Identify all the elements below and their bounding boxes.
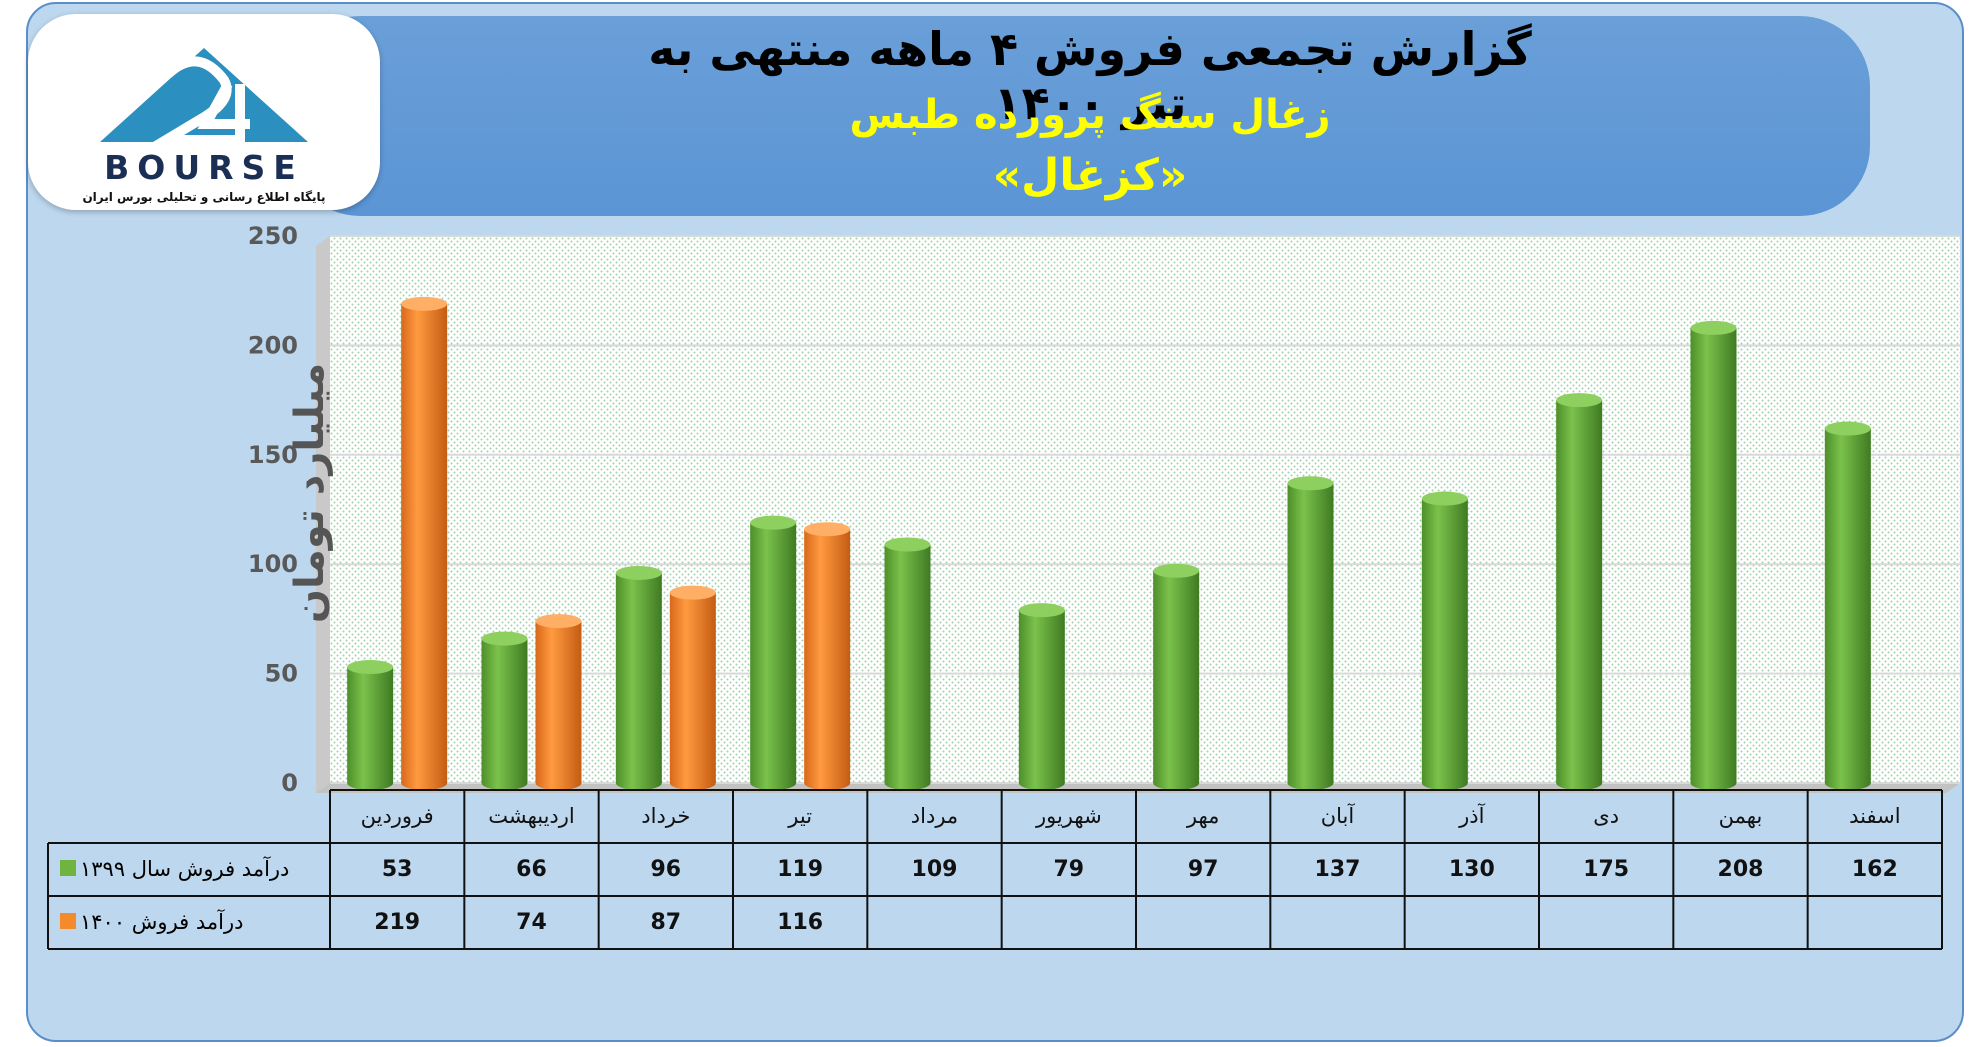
table-value	[1270, 896, 1404, 949]
bourse-logo: BOURSE پایگاه اطلاع رسانی و تحلیلی بورس …	[28, 14, 380, 210]
plot-area	[316, 236, 1960, 793]
bar	[347, 660, 394, 790]
x-tick-label: آذر	[1459, 804, 1485, 828]
x-tick-label: آبان	[1320, 804, 1355, 828]
bar	[1824, 421, 1871, 790]
table-value: 162	[1851, 857, 1898, 882]
y-axis-title: میلیارد تومان	[287, 362, 333, 624]
y-tick-labels: 0 50 100 150 200 250	[248, 222, 298, 797]
table-value	[1673, 896, 1807, 949]
table-value: 219	[374, 910, 421, 935]
table-value: 175	[1583, 857, 1630, 882]
ticker-symbol: «کزغال»	[992, 150, 1188, 201]
bar	[535, 614, 582, 790]
table-value	[1405, 896, 1539, 949]
bar	[615, 565, 662, 790]
table-value	[1808, 896, 1942, 949]
table-value: 96	[650, 857, 682, 882]
table-value	[867, 896, 1001, 949]
legend-swatch	[60, 913, 76, 929]
y-tick-label: 100	[248, 550, 298, 578]
bar	[1556, 393, 1603, 790]
legend-swatch	[60, 860, 76, 876]
x-tick-label: تیر	[788, 804, 813, 828]
logo-tagline: پایگاه اطلاع رسانی و تحلیلی بورس ایران	[82, 190, 326, 204]
y-tick-label: 150	[248, 441, 298, 469]
x-tick-label: بهمن	[1718, 804, 1763, 828]
legend-label: درآمد فروش سال ۱۳۹۹	[80, 857, 290, 881]
x-tick-label: خرداد	[641, 804, 691, 828]
table-value: 79	[1053, 857, 1085, 882]
bar	[1018, 603, 1065, 790]
y-tick-label: 50	[265, 660, 298, 688]
table-value: 74	[516, 910, 547, 935]
gridlines	[330, 235, 1960, 784]
table-value: 119	[777, 857, 824, 882]
plot-side-wall	[316, 236, 330, 793]
x-tick-label: مهر	[1186, 804, 1220, 828]
y-tick-label: 250	[248, 222, 298, 250]
company-name: زغال سنگ پرورده طبس	[849, 92, 1331, 138]
table-value	[1002, 896, 1136, 949]
bar	[750, 515, 797, 790]
logo-wordmark: BOURSE	[104, 148, 304, 187]
bar	[1153, 563, 1200, 790]
y-tick-label: 0	[281, 769, 298, 797]
y-tick-label: 200	[248, 331, 298, 359]
table-value	[1136, 896, 1270, 949]
bar	[884, 537, 931, 790]
table-value: 109	[911, 857, 958, 882]
x-tick-label: اردیبهشت	[488, 804, 575, 828]
table-value: 53	[381, 857, 413, 882]
x-tick-label: فروردین	[360, 804, 434, 828]
table-value: 208	[1717, 857, 1764, 882]
table-value	[1539, 896, 1673, 949]
bar	[804, 522, 851, 790]
bar	[1287, 476, 1334, 790]
table-value: 130	[1448, 857, 1495, 882]
table-value: 87	[650, 910, 682, 935]
bar	[669, 585, 716, 790]
plot-background	[330, 236, 1960, 783]
x-tick-label: مرداد	[910, 804, 959, 828]
x-tick-label: اسفند	[1849, 804, 1901, 828]
table-value: 116	[777, 910, 824, 935]
table-value: 137	[1314, 857, 1361, 882]
table-value: 97	[1187, 857, 1219, 882]
bar	[401, 296, 448, 790]
bar	[481, 631, 528, 790]
report-title: گزارش تجمعی فروش ۴ ماهه منتهی به تیر ۱۴۰…	[648, 22, 1532, 130]
x-tick-label: دی	[1593, 804, 1620, 828]
data-table	[47, 789, 1943, 950]
bars-group	[347, 296, 1871, 790]
x-tick-label: شهریور	[1035, 804, 1102, 828]
logo-triangle-icon	[100, 48, 308, 150]
title-banner	[290, 16, 1870, 216]
legend-label: درآمد فروش ۱۴۰۰	[80, 910, 244, 934]
bar	[1690, 320, 1737, 790]
bar	[1421, 491, 1468, 790]
table-value: 66	[516, 857, 547, 882]
